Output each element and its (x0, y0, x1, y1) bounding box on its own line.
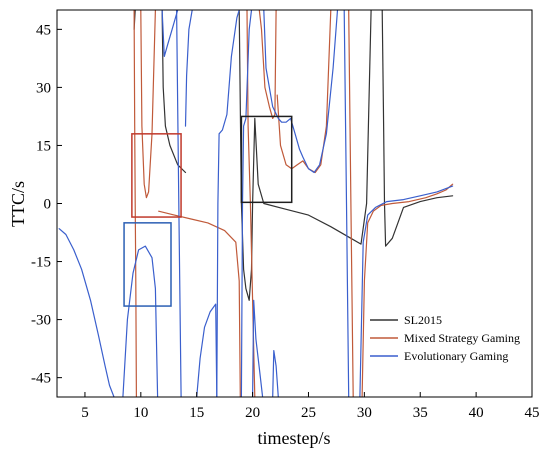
series-line-1-segment-4 (258, 10, 277, 119)
legend: SL2015 Mixed Strategy Gaming Evolutionary … (370, 313, 520, 363)
plot-frame (56, 9, 533, 398)
y-axis-label: TTC/s (8, 181, 28, 227)
series-line-2-segment-0 (58, 228, 115, 397)
series-line-2-segment-5 (196, 303, 218, 397)
series-line-1-segment-1 (140, 10, 156, 199)
series-line-2-segment-3 (176, 10, 182, 397)
y-tick-label: 30 (36, 80, 51, 96)
y-tick-label: -45 (31, 371, 51, 387)
series-line-2-segment-9 (263, 10, 339, 174)
series-line-2-segment-1 (122, 245, 159, 397)
x-tick-label: 15 (189, 405, 204, 421)
y-tick-label: -15 (31, 255, 51, 271)
x-tick-label: 35 (413, 405, 428, 421)
axes: 5 10 15 20 25 30 35 40 45 -45 -30 -15 0 15 30 45 (31, 22, 540, 421)
highlight-boxes (123, 115, 293, 307)
x-tick-label: 20 (245, 405, 260, 421)
series-line-0-segment-3 (381, 10, 454, 247)
x-tick-label: 10 (133, 405, 148, 421)
legend-label: Mixed Strategy Gaming (404, 331, 520, 345)
series-line-2-segment-2 (161, 10, 179, 57)
series-line-2-segment-11 (343, 10, 350, 397)
series-line-0-segment-1 (161, 10, 187, 174)
series-line-2-segment-4 (184, 10, 193, 127)
highlight-box-1 (240, 115, 293, 204)
x-tick-label: 30 (357, 405, 372, 421)
series-line-1-segment-0 (133, 10, 137, 397)
series-line-1-segment-6 (348, 10, 354, 397)
series-line-2-segment-6 (216, 10, 240, 397)
series-line-1-segment-7 (361, 183, 454, 397)
series-line-2-segment-12 (359, 185, 454, 397)
series-line-2-segment-10 (272, 350, 279, 397)
y-tick-label: -30 (31, 313, 51, 329)
highlight-box-2 (123, 222, 172, 307)
series-line-0-segment-2 (238, 10, 372, 301)
y-tick-label: 15 (36, 138, 51, 154)
series-layer (58, 10, 454, 397)
series-line-1-segment-2 (158, 210, 241, 397)
x-tick-label: 40 (469, 405, 484, 421)
x-tick-label: 5 (81, 405, 89, 421)
x-axis-label: timestep/s (258, 428, 331, 448)
y-tick-label: 45 (36, 22, 51, 38)
series-line-2-segment-7 (240, 10, 253, 397)
x-tick-label: 45 (525, 405, 540, 421)
legend-label: Evolutionary Gaming (404, 349, 508, 363)
legend-label: SL2015 (404, 313, 442, 327)
y-tick-label: 0 (44, 197, 52, 213)
series-line-2-segment-8 (252, 299, 264, 397)
x-tick-label: 25 (301, 405, 316, 421)
highlight-box-0 (131, 133, 182, 218)
